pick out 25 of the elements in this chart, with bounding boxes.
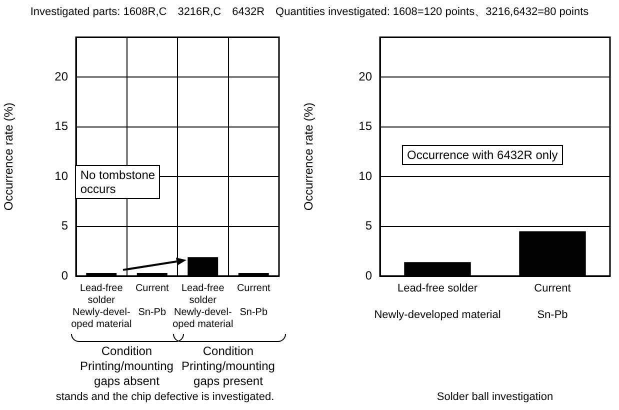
- text: stands and the chip defective is investigated.: [54, 391, 276, 405]
- text: Condition Printing/mounting gaps absent: [80, 344, 174, 388]
- y-tick-label: 5: [61, 218, 68, 233]
- annotation: Occurrence with 6432R only: [402, 144, 563, 166]
- category-label: Current Sn-Pb: [534, 282, 571, 322]
- y-tick-label: 20: [54, 69, 68, 84]
- y-tick-label: 15: [54, 119, 68, 134]
- text: Investigated parts: 1608R,C 3216R,C 6432R Quantities investigated: 1608=120 points、3216,6432=80 points: [29, 5, 590, 19]
- category-label: Current Sn-Pb: [135, 282, 169, 318]
- text: Solder ball investigation: [436, 391, 554, 405]
- y-tick-label: 10: [54, 168, 68, 183]
- y-axis-title: Occurrence rate (%): [2, 102, 16, 211]
- text: Condition Printing/mounting gaps present: [182, 344, 275, 388]
- y-tick-label: 10: [358, 168, 372, 183]
- y-tick-label: 20: [358, 69, 372, 84]
- category-label: Lead-free solder Newly-developed material: [374, 282, 501, 322]
- annotation: No tombstone occurs: [75, 164, 160, 200]
- y-tick-label: 15: [358, 119, 372, 134]
- category-label: Current Sn-Pb: [236, 282, 270, 318]
- y-tick-label: 0: [365, 268, 372, 282]
- y-tick-label: 0: [61, 268, 68, 282]
- y-tick-label: 5: [365, 218, 372, 233]
- x-tick-label: Lead-free solder Newly-devel- oped material: [71, 282, 132, 330]
- x-tick-label: Lead-free solder Newly-devel- oped material: [172, 282, 234, 330]
- y-axis-title: Occurrence rate (%): [302, 102, 316, 211]
